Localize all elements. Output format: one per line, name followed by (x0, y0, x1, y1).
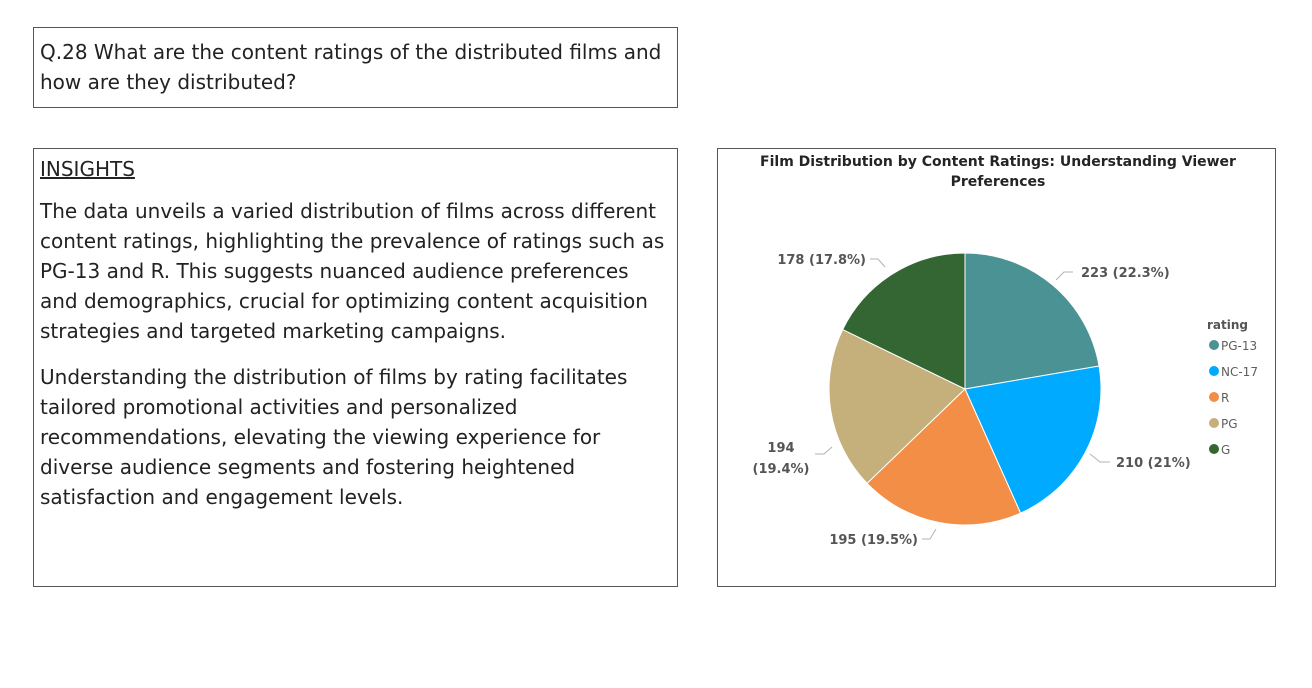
pie-slice-r[interactable] (866, 388, 1022, 526)
insight-paragraph: The data unveils a varied distribution o… (40, 199, 665, 343)
legend-title: rating (1207, 318, 1248, 332)
insights-heading: INSIGHTS (40, 157, 135, 181)
legend-item-label[interactable]: R (1221, 391, 1229, 405)
data-label: 210 (21%) (1116, 456, 1191, 471)
pie-slice-pg[interactable] (828, 328, 966, 485)
leader-line (815, 446, 833, 455)
data-label-line: 194 (767, 441, 794, 456)
leader-line (922, 528, 937, 540)
question-box: Q.28 What are the content ratings of the… (33, 27, 678, 108)
legend-marker (1209, 444, 1219, 454)
legend-marker (1209, 340, 1219, 350)
pie-chart: Film Distribution by Content Ratings: Un… (753, 154, 1258, 548)
data-label-line: (19.4%) (753, 462, 810, 477)
legend-item-label[interactable]: G (1221, 443, 1230, 457)
pie-slice-g[interactable] (842, 252, 966, 390)
data-label: 178 (17.8%) (777, 253, 866, 268)
legend-item-label[interactable]: PG-13 (1221, 339, 1257, 353)
legend-item-label[interactable]: NC-17 (1221, 365, 1258, 379)
insights-box: INSIGHTS The data unveils a varied distr… (33, 148, 678, 587)
insight-paragraph: Understanding the distribution of films … (40, 365, 628, 509)
legend-item-label[interactable]: PG (1221, 417, 1238, 431)
pie-slice-pg-13[interactable] (964, 252, 1100, 390)
legend-marker (1209, 392, 1219, 402)
pie-chart-visual: Film Distribution by Content Ratings: Un… (717, 148, 1276, 587)
data-label: 195 (19.5%) (829, 533, 918, 548)
leader-line (1089, 453, 1110, 463)
leader-line (1055, 271, 1073, 281)
data-label: 194 (19.4%) (753, 441, 810, 477)
question-text: Q.28 What are the content ratings of the… (40, 40, 662, 94)
legend-marker (1209, 366, 1219, 376)
leader-line (870, 258, 886, 268)
data-label: 223 (22.3%) (1081, 266, 1170, 281)
pie-slice-nc-17[interactable] (964, 365, 1102, 514)
chart-title: Preferences (951, 174, 1046, 190)
chart-title: Film Distribution by Content Ratings: Un… (760, 154, 1236, 170)
legend-marker (1209, 418, 1219, 428)
